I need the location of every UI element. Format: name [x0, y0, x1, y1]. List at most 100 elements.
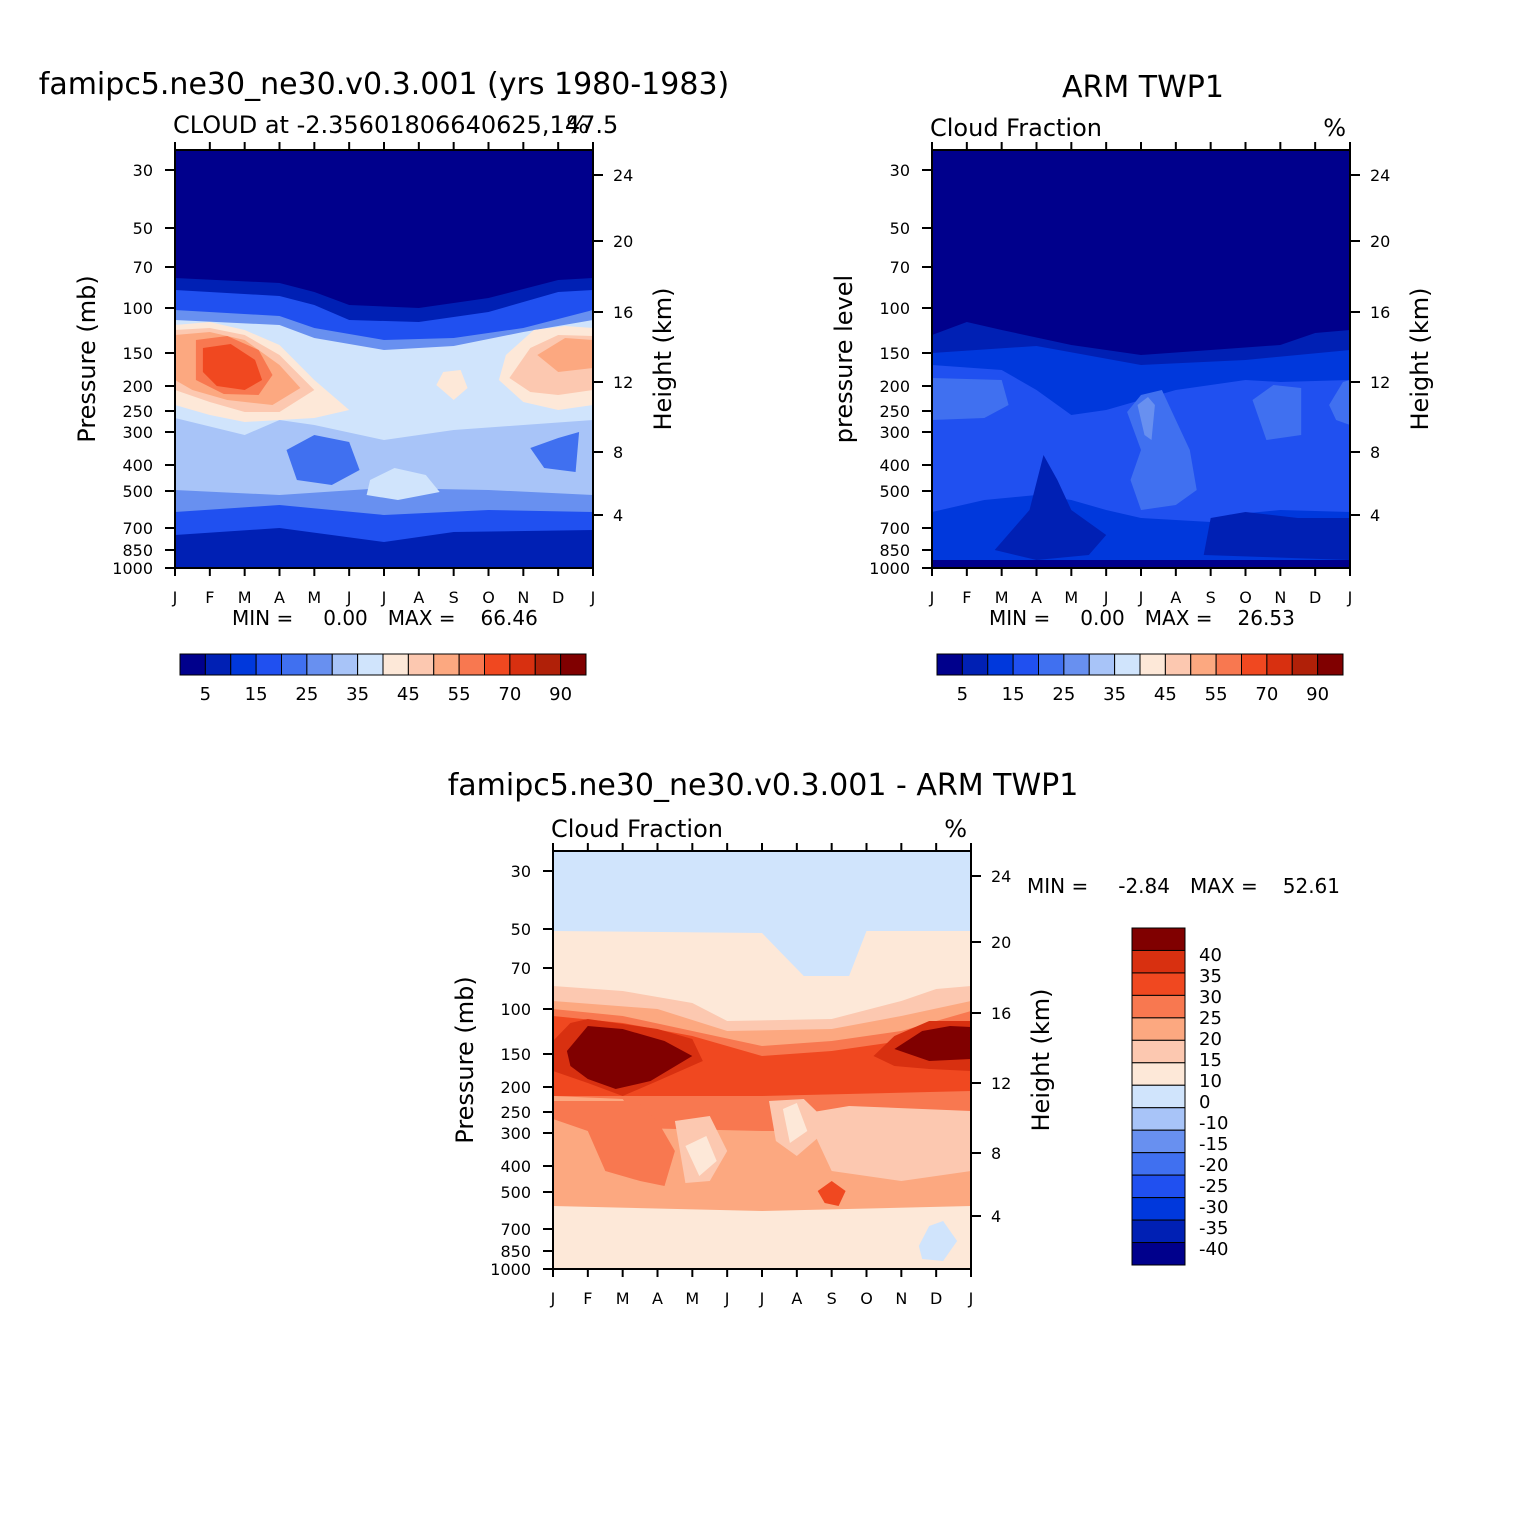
- colorbar-label: -35: [1199, 1218, 1228, 1239]
- y-tick-label: 700: [500, 1220, 531, 1239]
- cloud-contour: [1252, 385, 1302, 440]
- x-tick-label: J: [1347, 588, 1353, 607]
- y-tick-label: 30: [511, 862, 531, 881]
- stats-min-label: MIN =: [989, 606, 1050, 630]
- y-tick-label: 400: [879, 456, 910, 475]
- diff-contour: [807, 1106, 971, 1181]
- colorbar-swatch: [179, 653, 206, 676]
- colorbar-label: 40: [1199, 945, 1222, 966]
- colorbar-swatch: [306, 653, 333, 676]
- y-tick-label: 70: [890, 258, 910, 277]
- y-tick-label: 200: [879, 377, 910, 396]
- colorbar-label: 25: [1052, 684, 1075, 705]
- x-tick-label: N: [895, 1289, 907, 1308]
- y-tick-label: 70: [511, 959, 531, 978]
- x-tick-label: M: [995, 588, 1009, 607]
- colorbar-swatch: [1241, 653, 1268, 676]
- colorbar-label: 25: [295, 684, 318, 705]
- y-tick-label: 50: [890, 219, 910, 238]
- colorbar-swatch: [1131, 972, 1186, 996]
- stats-min: 0.00: [323, 606, 368, 630]
- y-right-tick-label: 4: [991, 1207, 1001, 1226]
- x-tick-label: M: [616, 1289, 630, 1308]
- y-axis-label: pressure level: [830, 275, 858, 443]
- x-tick-label: N: [517, 588, 529, 607]
- cloud-contour: [286, 435, 360, 485]
- colorbar-label: -15: [1199, 1134, 1228, 1155]
- colorbar-label: 5: [957, 684, 968, 705]
- colorbar-label: -30: [1199, 1197, 1228, 1218]
- y-tick-label: 30: [133, 161, 153, 180]
- y-tick-label: 100: [879, 299, 910, 318]
- x-tick-label: O: [860, 1289, 873, 1308]
- y-tick-label: 500: [122, 482, 153, 501]
- y-right-tick-label: 8: [1370, 443, 1380, 462]
- colorbar-label: 70: [1255, 684, 1278, 705]
- plot-area: [175, 150, 593, 568]
- x-tick-label: O: [1239, 588, 1252, 607]
- colorbar-swatch: [1088, 653, 1116, 676]
- cloud-contour: [366, 468, 440, 500]
- colorbar-swatch: [1131, 1219, 1186, 1244]
- x-tick-label: J: [1103, 588, 1109, 607]
- y-right-tick-label: 20: [1370, 232, 1390, 251]
- x-tick-label: J: [759, 1289, 765, 1308]
- y-tick-label: 100: [122, 299, 153, 318]
- colorbar-swatch: [1164, 653, 1192, 676]
- colorbar-swatch: [255, 653, 282, 676]
- colorbar-swatch: [1012, 653, 1039, 676]
- x-tick-label: J: [590, 588, 596, 607]
- colorbar-swatch: [1131, 1107, 1186, 1131]
- colorbar-swatch: [1131, 1197, 1186, 1221]
- colorbar-label: 15: [1002, 684, 1025, 705]
- stats-max: 66.46: [481, 606, 538, 630]
- colorbar-swatch: [1139, 653, 1166, 676]
- x-tick-label: D: [1309, 588, 1321, 607]
- y-tick-label: 50: [511, 920, 531, 939]
- y-tick-label: 500: [879, 482, 910, 501]
- x-tick-label: J: [929, 588, 935, 607]
- y-right-axis-label: Height (km): [1027, 989, 1055, 1132]
- stats-max-label: MAX =: [1145, 606, 1213, 630]
- y-tick-label: 300: [879, 423, 910, 442]
- chart-title: ARM TWP1: [1062, 70, 1224, 105]
- y-tick-label: 1000: [490, 1260, 531, 1279]
- y-right-tick-label: 24: [613, 166, 633, 185]
- y-tick-label: 500: [500, 1183, 531, 1202]
- plot-area: [553, 851, 971, 1269]
- stats-min-label: MIN =: [1027, 874, 1088, 898]
- y-right-tick-label: 16: [1370, 303, 1390, 322]
- colorbar-label: 90: [1306, 684, 1329, 705]
- colorbar-swatch: [1131, 1062, 1186, 1086]
- x-tick-label: S: [827, 1289, 837, 1308]
- y-right-tick-label: 16: [613, 303, 633, 322]
- chart-panel-1: famipc5.ne30_ne30.v0.3.001 (yrs 1980-198…: [39, 67, 729, 705]
- y-tick-label: 150: [122, 344, 153, 363]
- y-tick-label: 30: [890, 161, 910, 180]
- colorbar-swatch: [1266, 653, 1293, 676]
- chart-subtitle: Cloud Fraction: [551, 815, 723, 843]
- stats-max-label: MAX =: [1190, 874, 1258, 898]
- stats-min: 0.00: [1080, 606, 1125, 630]
- y-right-axis-label: Height (km): [649, 288, 677, 431]
- cloud-contour: [1137, 397, 1155, 440]
- colorbar-swatch: [204, 653, 232, 676]
- colorbar-label: 35: [346, 684, 369, 705]
- x-tick-label: S: [449, 588, 459, 607]
- stats-text: MIN = 0.00 MAX = 26.53: [989, 606, 1295, 630]
- x-tick-label: A: [652, 1289, 663, 1308]
- y-right-tick-label: 16: [991, 1004, 1011, 1023]
- diff-contour: [566, 1026, 693, 1089]
- colorbar-swatch: [458, 653, 485, 676]
- x-tick-label: D: [930, 1289, 942, 1308]
- chart-subtitle: CLOUD at -2.35601806640625,147.5: [173, 111, 618, 139]
- colorbar-swatch: [1131, 1039, 1186, 1064]
- x-tick-label: S: [1206, 588, 1216, 607]
- y-tick-label: 1000: [112, 559, 153, 578]
- y-right-tick-label: 8: [991, 1144, 1001, 1163]
- colorbar-label: 35: [1199, 966, 1222, 987]
- x-tick-label: A: [791, 1289, 802, 1308]
- x-tick-label: J: [1138, 588, 1144, 607]
